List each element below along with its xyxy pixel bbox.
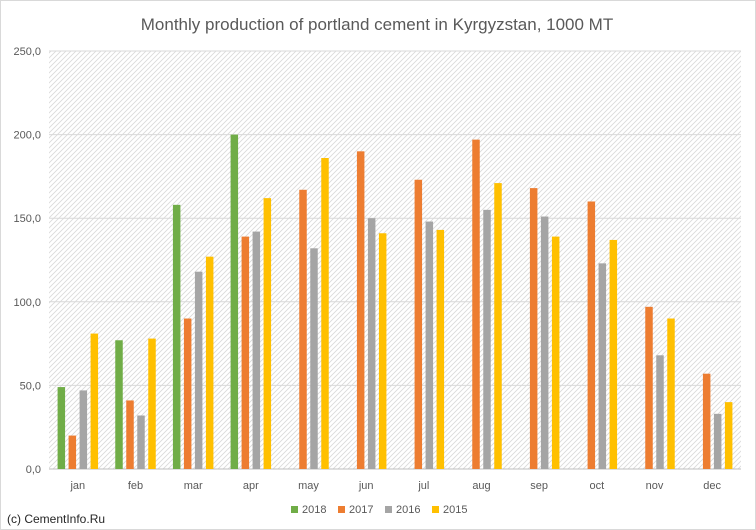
bar-2015-oct xyxy=(609,239,618,469)
bar-2015-jan xyxy=(90,333,99,469)
bar-2017-mar xyxy=(183,318,192,469)
bar-2015-sep xyxy=(551,236,560,469)
bar-2016-mar xyxy=(194,271,203,469)
plot-area xyxy=(49,51,741,469)
bar-2016-jun xyxy=(367,218,376,469)
bar-2016-dec xyxy=(713,413,722,469)
x-tick-label: jun xyxy=(358,480,374,492)
legend-marker-2018 xyxy=(291,506,298,513)
bar-2017-sep xyxy=(529,188,538,469)
x-tick-label: mar xyxy=(184,480,203,492)
bar-2016-oct xyxy=(598,263,607,469)
x-tick-label: nov xyxy=(646,480,664,492)
legend-marker-2015 xyxy=(432,506,439,513)
bar-2017-may xyxy=(299,189,307,469)
gridlines xyxy=(49,50,741,470)
x-tick-label: dec xyxy=(703,480,721,492)
bar-2017-nov xyxy=(645,306,653,469)
bar-2015-aug xyxy=(494,183,502,469)
bar-2018-apr xyxy=(230,134,239,469)
y-axis: 0,0 50,0 100,0 150,0 200,0 250,0 xyxy=(13,46,41,476)
bar-2016-jul xyxy=(425,221,434,469)
bar-2018-feb xyxy=(115,340,123,469)
legend-label-2016: 2016 xyxy=(396,504,420,516)
bar-2015-mar xyxy=(205,256,214,469)
y-tick-label: 50,0 xyxy=(20,380,41,392)
y-tick-label: 150,0 xyxy=(13,213,41,225)
chart-title: Monthly production of portland cement in… xyxy=(141,15,613,34)
legend-label-2017: 2017 xyxy=(349,504,373,516)
bar-2017-jul xyxy=(414,179,423,469)
legend: 2018 2017 2016 2015 xyxy=(291,504,467,516)
legend-label-2015: 2015 xyxy=(443,504,467,516)
x-tick-label: aug xyxy=(472,480,490,492)
bar-2015-jun xyxy=(378,233,387,469)
y-tick-label: 200,0 xyxy=(13,130,41,142)
bar-2015-may xyxy=(321,158,329,469)
bar-2016-apr xyxy=(252,231,261,469)
bar-2017-feb xyxy=(126,400,134,469)
x-tick-label: oct xyxy=(589,480,604,492)
bar-2016-jan xyxy=(79,390,88,469)
y-tick-label: 0,0 xyxy=(26,464,41,476)
bar-2015-jul xyxy=(436,229,445,469)
bar-2018-jan xyxy=(57,387,66,469)
bar-2017-aug xyxy=(472,139,480,469)
bar-2016-feb xyxy=(137,415,145,469)
x-tick-label: feb xyxy=(128,480,143,492)
legend-label-2018: 2018 xyxy=(302,504,326,516)
bar-2017-oct xyxy=(587,201,596,470)
y-tick-label: 100,0 xyxy=(13,297,41,309)
bars xyxy=(57,134,733,470)
bar-2016-nov xyxy=(656,355,664,469)
x-tick-label: may xyxy=(298,480,319,492)
legend-marker-2016 xyxy=(385,506,392,513)
bar-2016-sep xyxy=(540,216,549,469)
bar-2017-jan xyxy=(68,435,77,469)
x-tick-label: apr xyxy=(243,480,259,492)
bar-2016-may xyxy=(310,248,318,469)
bar-2015-dec xyxy=(724,402,733,469)
bar-2017-jun xyxy=(356,151,365,469)
bar-2015-apr xyxy=(263,198,272,470)
x-tick-label: jan xyxy=(69,480,85,492)
x-axis: jan feb mar apr may jun jul aug sep oct nov dec xyxy=(69,480,721,492)
x-tick-label: sep xyxy=(530,480,548,492)
bar-2017-apr xyxy=(241,236,250,469)
y-tick-label: 250,0 xyxy=(13,46,41,58)
legend-marker-2017 xyxy=(338,506,345,513)
bar-2016-aug xyxy=(483,209,491,469)
bar-2015-feb xyxy=(148,338,156,469)
watermark: (c) CementInfo.Ru xyxy=(7,512,105,526)
bar-2017-dec xyxy=(702,373,711,469)
bar-2018-mar xyxy=(172,204,181,469)
x-tick-label: jul xyxy=(417,480,429,492)
bar-2015-nov xyxy=(667,318,675,469)
